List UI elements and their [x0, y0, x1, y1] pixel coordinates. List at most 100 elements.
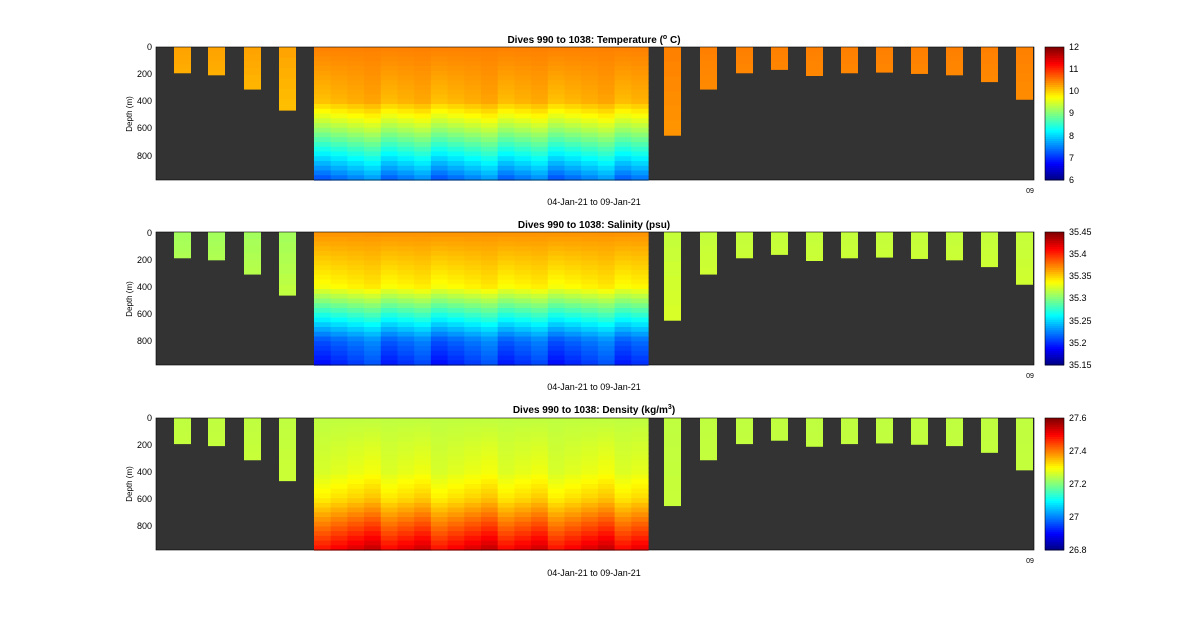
heatmap-cell [514, 360, 532, 366]
heatmap-cell [314, 47, 332, 53]
heatmap-cell [497, 331, 515, 338]
heatmap-cell [631, 488, 649, 495]
dive-profile-cell [841, 59, 858, 65]
colorbar-segment [1045, 451, 1064, 454]
heatmap-cell [631, 341, 649, 347]
dive-profile-cell [806, 427, 823, 433]
heatmap-cell [581, 260, 599, 266]
heatmap-cell [364, 89, 382, 96]
heatmap-cell [380, 535, 399, 542]
heatmap-cell [547, 137, 566, 143]
heatmap-cell [330, 123, 348, 129]
heatmap-cell [364, 312, 382, 319]
heatmap-cell [631, 540, 649, 546]
colorbar-segment [1045, 471, 1064, 475]
colorbar-frame [1044, 231, 1065, 366]
heatmap-cell [631, 441, 649, 447]
heatmap-cell [581, 312, 599, 319]
heatmap-cell [481, 123, 499, 129]
heatmap-cell [380, 156, 399, 162]
heatmap-cell [531, 498, 549, 504]
y-tick-label: 400 [137, 282, 152, 292]
heatmap-cell [564, 531, 582, 537]
heatmap-cell [347, 432, 365, 438]
heatmap-cell [464, 451, 482, 457]
heatmap-cell [614, 322, 632, 328]
dive-profile-cell [208, 60, 225, 67]
dive-profile-cell [664, 418, 681, 434]
heatmap-cell [597, 251, 616, 257]
colorbar-tick-label: 10 [1069, 86, 1079, 96]
heatmap-cell [531, 108, 549, 115]
heatmap-cell [347, 284, 365, 290]
heatmap-cell [414, 89, 432, 96]
colorbar-segment [1045, 444, 1064, 448]
heatmap-cell [430, 142, 449, 148]
heatmap-cell [514, 474, 532, 480]
dive-profile-cell [664, 61, 681, 77]
dive-profile-cell [876, 422, 893, 427]
dive-profile-cell [174, 430, 191, 436]
colorbar-segment [1045, 479, 1064, 483]
heatmap-cell [547, 293, 566, 300]
heatmap-cell [380, 460, 399, 466]
heatmap-cell [447, 61, 465, 67]
dive-profile-cell [841, 55, 858, 61]
heatmap-cell [481, 127, 499, 134]
heatmap-cell [631, 56, 649, 62]
colorbar-segment [1045, 142, 1064, 146]
colorbar-segment [1045, 152, 1064, 156]
dive-profile-cell [946, 241, 963, 247]
heatmap-cell [614, 132, 632, 138]
colorbar-segment [1045, 436, 1064, 440]
heatmap-cell [531, 51, 549, 58]
heatmap-cell [414, 355, 432, 361]
colorbar-segment [1045, 269, 1064, 272]
heatmap-cell [497, 274, 515, 281]
heatmap-cell [430, 75, 449, 81]
colorbar-tick-label: 27.2 [1069, 479, 1087, 489]
heatmap-cell [380, 308, 399, 314]
heatmap-cell [464, 80, 482, 86]
heatmap-cell [514, 331, 532, 338]
heatmap-cell [497, 137, 515, 143]
heatmap-cell [314, 70, 332, 77]
heatmap-cell [347, 132, 365, 138]
heatmap-cell [614, 535, 632, 542]
heatmap-cell [447, 341, 465, 347]
heatmap-cell [397, 66, 415, 72]
heatmap-cell [464, 432, 482, 438]
heatmap-cell [414, 274, 432, 281]
heatmap-cell [447, 317, 465, 323]
heatmap-cell [397, 427, 415, 433]
colorbar-segment [1045, 59, 1064, 63]
heatmap-cell [581, 469, 599, 476]
corner-tick-label: 09 [1026, 558, 1034, 565]
heatmap-cell [314, 360, 332, 366]
dive-profile-cell [806, 47, 823, 53]
heatmap-cell [497, 123, 515, 129]
heatmap-cell [547, 479, 566, 485]
heatmap-cell [631, 232, 649, 238]
heatmap-cell [414, 85, 432, 91]
heatmap-cell [547, 127, 566, 134]
heatmap-cell [547, 161, 566, 167]
dive-profile-cell [736, 236, 753, 242]
heatmap-cell [347, 241, 365, 247]
heatmap-cell [330, 507, 348, 513]
dive-profile-cell [876, 236, 893, 241]
heatmap-cell [464, 512, 482, 518]
heatmap-cell [364, 284, 382, 290]
heatmap-cell [531, 493, 549, 499]
heatmap-cell [364, 432, 382, 438]
heatmap-cell [531, 265, 549, 271]
heatmap-cell [414, 460, 432, 466]
heatmap-cell [531, 488, 549, 495]
colorbar-segment [1045, 67, 1064, 71]
dive-profile-cell [736, 47, 753, 52]
heatmap-cell [597, 526, 616, 532]
colorbar-segment [1045, 263, 1064, 266]
heatmap-cell [497, 80, 515, 86]
dive-profile-cell [736, 426, 753, 432]
heatmap-cell [497, 540, 515, 546]
